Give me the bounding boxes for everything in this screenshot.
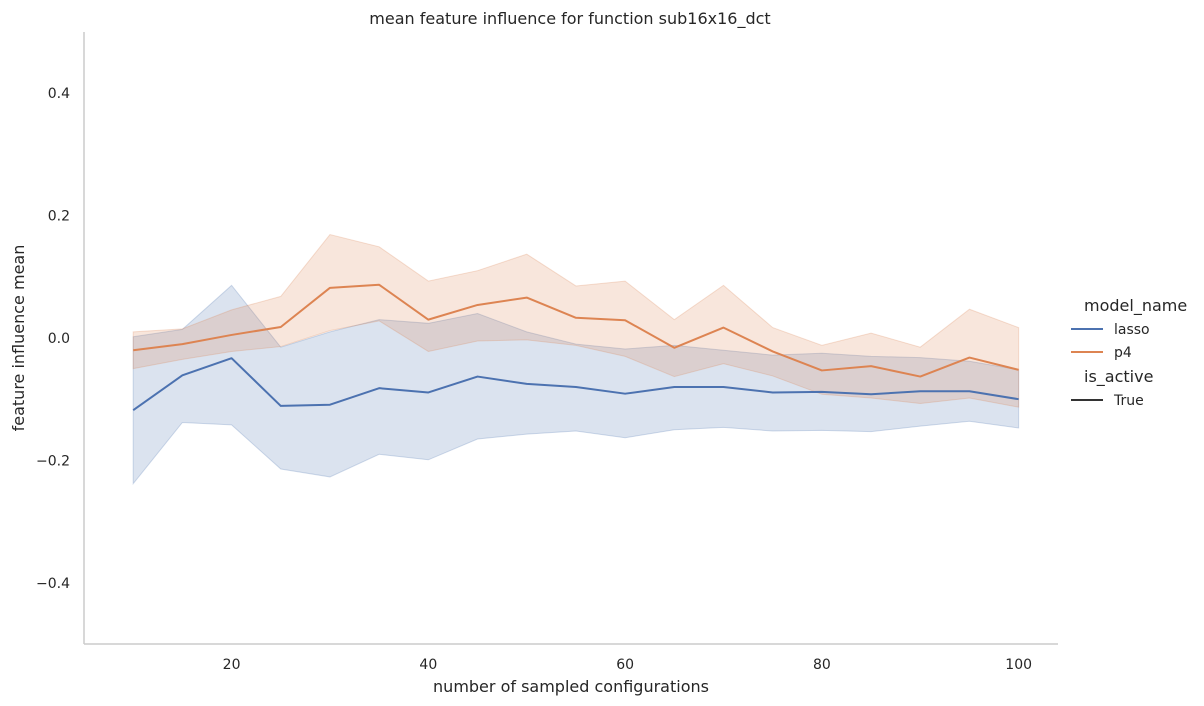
y-tick-label: −0.4	[36, 576, 70, 592]
band-p4	[132, 234, 1020, 408]
x-tick-label: 100	[1005, 657, 1032, 673]
y-ticks: −0.4 −0.2 0.0 0.2 0.4	[36, 86, 70, 592]
legend-title-model-name: model_name	[1084, 296, 1187, 316]
x-tick-label: 40	[419, 657, 437, 673]
x-tick-label: 20	[223, 657, 241, 673]
x-axis-label: number of sampled configurations	[433, 677, 709, 696]
y-tick-label: 0.2	[48, 209, 70, 225]
x-tick-label: 60	[616, 657, 634, 673]
band-lasso	[132, 284, 1020, 486]
line-p4	[133, 283, 1019, 378]
series-lines	[132, 283, 1019, 412]
x-ticks: 20 40 60 80 100	[223, 657, 1032, 673]
legend-label-p4: p4	[1114, 345, 1132, 361]
y-tick-label: 0.4	[48, 86, 70, 102]
line-lasso	[132, 357, 1019, 412]
x-tick-label: 80	[813, 657, 831, 673]
legend-label-true: True	[1113, 393, 1144, 409]
y-tick-label: −0.2	[36, 453, 70, 469]
legend-label-lasso: lasso	[1114, 322, 1150, 338]
y-axis-label: feature influence mean	[9, 245, 28, 432]
confidence-bands	[132, 234, 1020, 486]
chart-title: mean feature influence for function sub1…	[369, 9, 770, 29]
legend-title-is-active: is_active	[1084, 367, 1153, 387]
y-tick-label: 0.0	[48, 331, 70, 347]
legend: model_name lasso p4 is_active True	[1071, 296, 1187, 409]
